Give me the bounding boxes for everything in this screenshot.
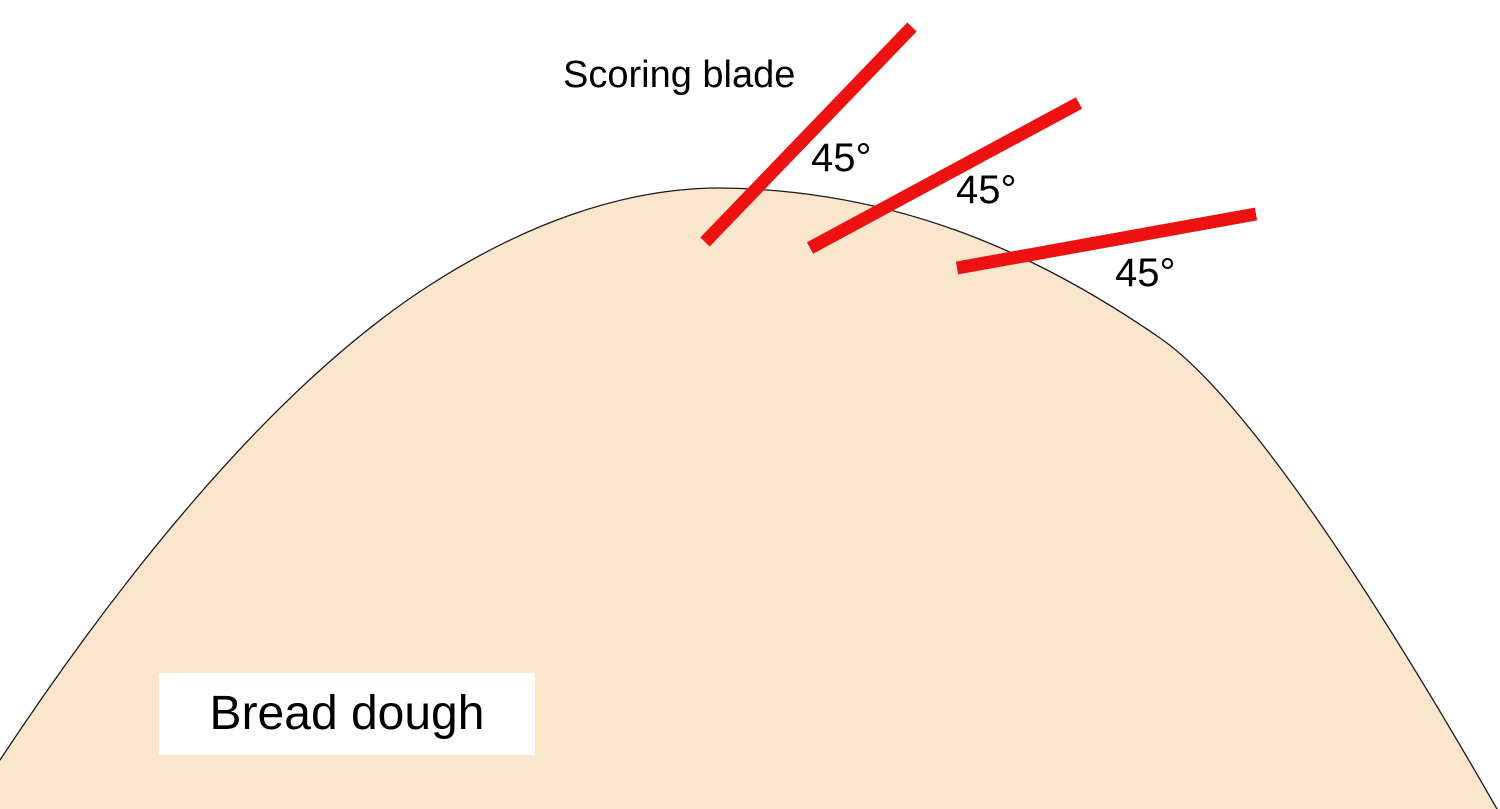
scoring-blade-line-1 — [700, 22, 917, 247]
angle-label-3: 45° — [1115, 251, 1176, 295]
bread-dough-label: Bread dough — [209, 687, 485, 740]
angle-label-2: 45° — [956, 168, 1017, 212]
bread-dough-label-box: Bread dough — [159, 673, 535, 755]
scoring-blade-label: Scoring blade — [563, 54, 796, 96]
scoring-blade-line-2 — [806, 97, 1083, 254]
scoring-blade-line-3 — [955, 207, 1258, 275]
angle-label-1: 45° — [811, 136, 872, 180]
bread-dough-shape — [0, 187, 1498, 809]
